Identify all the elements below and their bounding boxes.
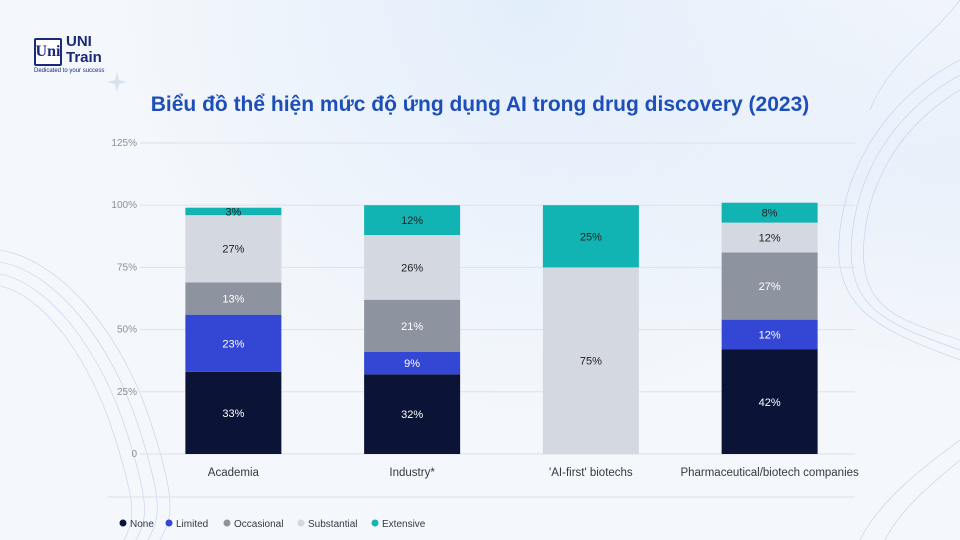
logo-tagline: Dedicated to your success — [34, 68, 105, 74]
bar-segment — [542, 205, 639, 268]
logo-name: UNI Train — [66, 33, 102, 66]
legend: None Limited Occasional Substantial Extensiv… — [108, 496, 855, 530]
bar-segment — [721, 202, 818, 223]
wave-line — [0, 273, 145, 540]
bar-segment — [721, 349, 818, 454]
data-label: 32% — [401, 409, 423, 421]
sparkle-icon — [107, 72, 127, 92]
data-label: 75% — [580, 356, 602, 368]
data-label: 27% — [222, 244, 244, 256]
legend-entry: None — [130, 519, 154, 530]
x-tick-label: 'AI-first' biotechs — [549, 467, 633, 479]
data-label: 13% — [222, 294, 244, 306]
wave-line — [863, 89, 960, 341]
data-label: 23% — [222, 338, 244, 350]
data-label: 9% — [404, 358, 420, 370]
bars: 33% 23% 13% 27% 3% 32% 9% 21% 26% 12% 75% 25% 42% 12%… — [185, 202, 818, 454]
y-tick-label: 0 — [131, 449, 137, 460]
data-label: 26% — [401, 262, 423, 274]
data-label: 12% — [759, 233, 781, 245]
chart-title: Biểu đồ thể hiện mức độ ứng dụng AI tron… — [150, 93, 810, 116]
bar-segment — [364, 351, 461, 375]
legend-swatch — [165, 519, 173, 527]
bar-segment — [542, 267, 639, 454]
bar-segment — [185, 282, 282, 315]
legend-swatch — [371, 519, 379, 527]
legend-entry: Occasional — [234, 519, 283, 530]
bar-segment — [185, 371, 282, 454]
wave-line — [884, 459, 960, 540]
data-label: 33% — [222, 408, 244, 420]
y-tick-label: 100% — [111, 200, 137, 211]
data-label: 21% — [401, 321, 423, 333]
x-tick-label: Academia — [208, 467, 260, 479]
logo-mark: Uni — [34, 38, 62, 66]
x-axis: Academia Industry* 'AI-first' biotechs Phar… — [208, 467, 859, 479]
y-tick-label: 50% — [117, 325, 137, 336]
legend-swatch — [297, 519, 305, 527]
legend-entry: Substantial — [308, 519, 357, 530]
bar-segment — [185, 215, 282, 283]
bar-segment — [721, 222, 818, 253]
data-label: 8% — [762, 208, 778, 220]
data-label: 3% — [225, 206, 241, 218]
legend-swatch — [119, 519, 127, 527]
data-label: 42% — [759, 397, 781, 409]
bar-segment — [721, 252, 818, 320]
wave-line — [0, 261, 158, 540]
wave-line — [859, 439, 960, 540]
bar-segment — [364, 299, 461, 352]
bar-segment — [185, 207, 282, 216]
data-label: 25% — [580, 231, 602, 243]
bar-segment — [185, 314, 282, 372]
bar-segment — [721, 319, 818, 350]
legend-swatch — [223, 519, 231, 527]
wave-line — [869, 0, 960, 111]
bar-segment — [364, 374, 461, 454]
wave-line — [0, 285, 133, 540]
data-label: 12% — [401, 215, 423, 227]
y-tick-label: 125% — [111, 138, 137, 149]
bar-segment — [364, 205, 461, 236]
x-tick-label: Pharmaceutical/biotech companies — [680, 467, 859, 479]
data-label: 27% — [759, 281, 781, 293]
y-axis: 0 25% 50% 75% 100% 125% — [111, 138, 137, 460]
wave-line — [850, 74, 960, 351]
wave-line — [838, 59, 960, 361]
legend-entry: Extensive — [382, 519, 426, 530]
y-tick-label: 75% — [117, 262, 137, 273]
x-tick-label: Industry* — [389, 467, 435, 479]
data-label: 12% — [759, 330, 781, 342]
y-tick-label: 25% — [117, 387, 137, 398]
legend-entry: Limited — [176, 519, 208, 530]
bar-segment — [364, 235, 461, 300]
logo: Uni UNI Train Dedicated to your success — [34, 33, 144, 80]
